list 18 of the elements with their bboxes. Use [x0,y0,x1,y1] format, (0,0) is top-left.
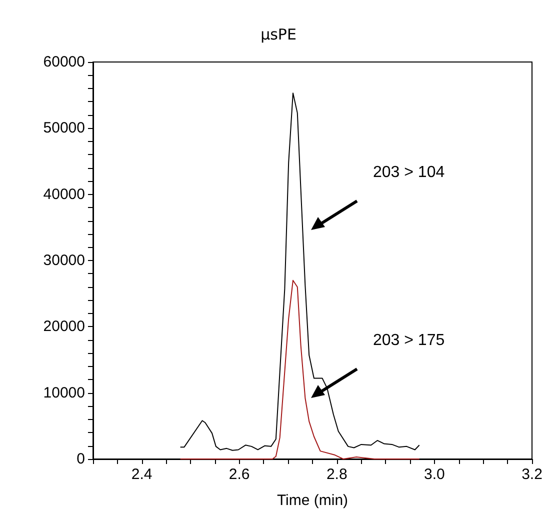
y-tick-label: 0 [76,450,85,468]
y-tick-label: 10000 [43,384,85,402]
annotation: 203 > 175 [373,332,445,350]
line-series [180,92,420,451]
x-tick-label: 2.6 [228,466,250,483]
x-tick-label: 3.2 [522,466,542,483]
x-tick-label: 2.4 [131,466,152,483]
line-series [180,280,420,460]
x-axis-title: Time (min) [276,492,348,509]
y-tick-label: 50000 [43,120,85,137]
y-tick-label: 60000 [43,54,85,70]
y-tick-label: 20000 [43,318,85,336]
annotation: 203 > 104 [373,164,445,182]
x-tick-label: 3.0 [424,466,445,483]
y-tick-label: 30000 [43,252,85,269]
x-tick-label: 2.8 [326,466,348,483]
y-tick-label: 40000 [43,186,85,203]
chart-title: µsPE [260,26,296,44]
